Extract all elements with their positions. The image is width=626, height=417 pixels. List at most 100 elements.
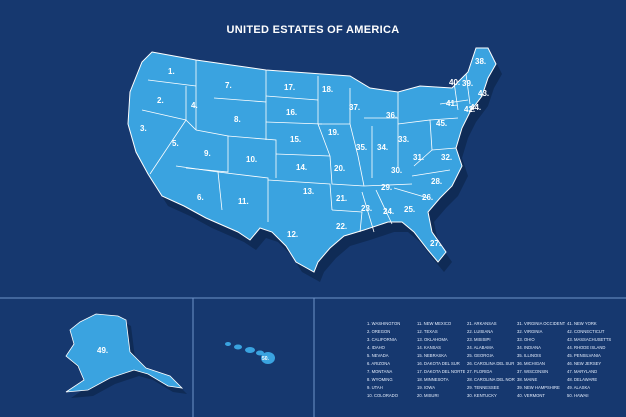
state-label-12: 12. xyxy=(287,230,298,239)
state-label-34: 34. xyxy=(377,143,388,152)
legend-item: 29. TENNESSEE xyxy=(467,385,500,390)
hawaii-islands xyxy=(225,342,275,364)
legend-item: 38. MAINE xyxy=(517,377,538,382)
legend-item: 31. VIRGINIA OCCIDENTAL xyxy=(517,321,565,326)
state-label-3: 3. xyxy=(140,124,147,133)
legend-item: 42. CONNECTICUT xyxy=(567,329,605,334)
state-label-15: 15. xyxy=(290,135,301,144)
state-label-28: 28. xyxy=(431,177,442,186)
state-label-8: 8. xyxy=(234,115,241,124)
state-label-36: 36. xyxy=(386,111,397,120)
legend-item: 43. MASSACHUSETTS xyxy=(567,337,612,342)
legend-item: 25. GEORGIA xyxy=(467,353,494,358)
legend-item: 10. COLORADO xyxy=(367,393,398,398)
legend-item: 24. ALABAMA xyxy=(467,345,494,350)
legend-item: 3. CALIFORNIA xyxy=(367,337,397,342)
state-label-43: 43. xyxy=(478,89,489,98)
state-label-20: 20. xyxy=(334,164,345,173)
state-label-50: 50. xyxy=(262,356,270,362)
legend-item: 11. NEW MEXICO xyxy=(417,321,452,326)
state-label-17: 17. xyxy=(284,83,295,92)
state-label-14: 14. xyxy=(296,163,307,172)
state-label-10: 10. xyxy=(246,155,257,164)
state-label-25: 25. xyxy=(404,205,415,214)
legend-item: 17. DAKOTA DEL NORTE xyxy=(417,369,465,374)
state-label-33: 33. xyxy=(398,135,409,144)
legend-item: 14. KANSAS xyxy=(417,345,441,350)
legend-item: 44. RHODE ISLAND xyxy=(567,345,606,350)
state-label-4: 4. xyxy=(191,101,198,110)
state-label-19: 19. xyxy=(328,128,339,137)
legend-item: 30. KENTUCKY xyxy=(467,393,497,398)
legend-item: 9. UTAH xyxy=(367,385,383,390)
legend-item: 18. MINNESOTA xyxy=(417,377,449,382)
legend-item: 1. WASHINGTON xyxy=(367,321,401,326)
state-label-1: 1. xyxy=(168,67,175,76)
state-label-9: 9. xyxy=(204,149,211,158)
state-label-7: 7. xyxy=(225,81,232,90)
state-label-22: 22. xyxy=(336,222,347,231)
state-label-6: 6. xyxy=(197,193,204,202)
legend-item: 49. ALASKA xyxy=(567,385,591,390)
legend-item: 19. IOWA xyxy=(417,385,435,390)
legend-item: 37. WISCONSIN xyxy=(517,369,549,374)
legend-item: 50. HAWAII xyxy=(567,393,589,398)
state-label-32: 32. xyxy=(441,153,452,162)
state-label-16: 16. xyxy=(286,108,297,117)
legend-item: 23. MISISIPI xyxy=(467,337,491,342)
state-label-11: 11. xyxy=(238,197,249,206)
legend-item: 34. INDIANA xyxy=(517,345,541,350)
legend-item: 26. CAROLINA DEL SUR xyxy=(467,361,515,366)
legend-item: 15. NEBRASKA xyxy=(417,353,447,358)
state-label-21: 21. xyxy=(336,194,347,203)
legend-item: 36. MICHIGAN xyxy=(517,361,545,366)
legend-item: 5. NEVADA xyxy=(367,353,389,358)
legend-item: 32. VIRGINIA xyxy=(517,329,543,334)
state-label-49: 49. xyxy=(97,346,108,355)
state-label-35: 35. xyxy=(356,143,367,152)
state-label-24: 24. xyxy=(383,207,394,216)
legend-item: 46. NEW JERSEY xyxy=(567,361,602,366)
legend-item: 13. OKLAHOMA xyxy=(417,337,448,342)
state-number-labels: 1. 2. 3. 4. 5. 6. 7. 8. 9. 10. 11. 12. 1… xyxy=(97,57,489,362)
state-label-2: 2. xyxy=(157,96,164,105)
state-label-18: 18. xyxy=(322,85,333,94)
legend-item: 48. DELAWARE xyxy=(567,377,598,382)
map-title: UNITED ESTATES OF AMERICA xyxy=(226,24,400,36)
alaska-land xyxy=(65,313,184,393)
state-borders xyxy=(141,60,471,233)
state-label-31: 31. xyxy=(413,153,424,162)
legend-item: 45. PENSILVANIA xyxy=(567,353,601,358)
legend-item: 35. ILLINOIS xyxy=(517,353,542,358)
state-label-39: 39. xyxy=(462,79,473,88)
legend-item: 16. DAKOTA DEL SUR xyxy=(417,361,460,366)
legend-item: 2. OREGON xyxy=(367,329,391,334)
legend-item: 4. IDAHO xyxy=(367,345,385,350)
legend-item: 27. FLORIDA xyxy=(467,369,493,374)
legend-item: 40. VERMONT xyxy=(517,393,545,398)
state-label-42: 42. xyxy=(464,105,475,114)
legend-item: 6. ARIZONA xyxy=(367,361,391,366)
state-label-45: 45. xyxy=(436,119,447,128)
legend-item: 12. TEXAS xyxy=(417,329,438,334)
state-label-30: 30. xyxy=(391,166,402,175)
legend-item: 7. MONTANA xyxy=(367,369,393,374)
legend-item: 33. OHIO xyxy=(517,337,535,342)
legend-item: 22. LUISIANA xyxy=(467,329,494,334)
legend-item: 41. NEW YORK xyxy=(567,321,597,326)
legend-item: 47. MARYLAND xyxy=(567,369,598,374)
state-label-41: 41. xyxy=(446,99,457,108)
state-label-5: 5. xyxy=(172,139,179,148)
state-label-44: 44. xyxy=(470,103,481,112)
legend-item: 8. WYOMING xyxy=(367,377,393,382)
state-label-26: 26. xyxy=(422,193,433,202)
state-label-23: 23. xyxy=(361,204,372,213)
legend-item: 20. MISURI xyxy=(417,393,439,398)
state-legend: 1. WASHINGTON 2. OREGON 3. CALIFORNIA 4. ID… xyxy=(367,320,617,400)
legend-item: 21. ARKANSAS xyxy=(467,321,497,326)
usa-land xyxy=(127,47,497,273)
state-label-27: 27. xyxy=(430,239,441,248)
legend-item: 28. CAROLINA DEL NORTE xyxy=(467,377,515,382)
state-label-29: 29. xyxy=(381,183,392,192)
